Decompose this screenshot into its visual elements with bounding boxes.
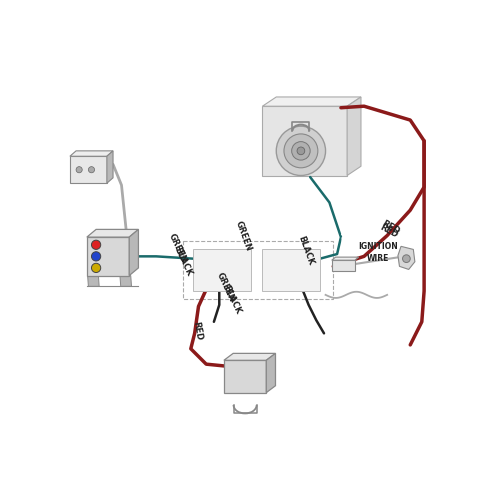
Polygon shape [262,106,347,176]
Polygon shape [129,230,138,276]
Circle shape [284,134,318,168]
Polygon shape [332,257,358,260]
Polygon shape [120,276,132,286]
Circle shape [92,252,100,261]
Bar [284,268,298,278]
Polygon shape [107,151,113,183]
Bar [208,270,220,280]
Text: RED: RED [378,222,399,240]
Text: RED: RED [380,219,402,236]
Bar [332,260,355,271]
Circle shape [402,255,410,262]
Polygon shape [224,360,266,392]
Bar [208,254,220,264]
Polygon shape [70,151,113,156]
Circle shape [292,142,310,160]
Text: GREEN: GREEN [214,271,236,304]
Polygon shape [347,97,361,176]
Text: BLACK: BLACK [297,235,316,267]
Text: BLACK: BLACK [221,284,242,316]
Polygon shape [87,230,139,237]
Polygon shape [193,248,251,291]
Circle shape [92,264,100,272]
Text: BLACK: BLACK [172,246,194,278]
Bar [273,270,286,280]
Circle shape [76,166,82,173]
Text: GREEN: GREEN [234,219,253,252]
Circle shape [88,166,94,173]
Bar [284,252,298,262]
Text: GREEN: GREEN [167,232,188,265]
Bar [273,254,286,264]
Circle shape [297,147,305,154]
Circle shape [92,240,100,250]
Polygon shape [266,354,276,393]
Polygon shape [70,156,107,183]
Bar [183,241,333,298]
Polygon shape [398,246,415,270]
Circle shape [276,126,326,176]
Polygon shape [224,354,276,360]
Text: IGNITION
WIRE: IGNITION WIRE [358,242,398,262]
Text: RED: RED [337,231,348,251]
Polygon shape [87,237,129,276]
Bar [219,268,232,278]
Polygon shape [262,248,320,291]
Text: RED: RED [191,321,203,341]
Polygon shape [88,276,99,286]
Polygon shape [262,97,361,106]
Bar [219,252,232,262]
